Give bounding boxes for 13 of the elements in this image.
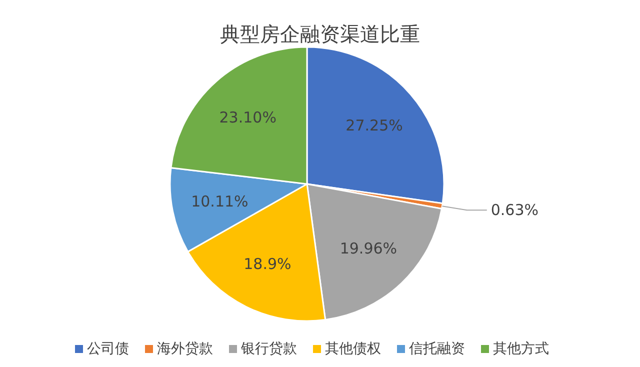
data-label: 0.63% <box>490 201 539 220</box>
legend-label: 海外贷款 <box>157 341 213 357</box>
data-label: 10.11% <box>191 192 248 211</box>
legend-label: 其他债权 <box>325 341 381 357</box>
data-label: 27.25% <box>346 116 403 135</box>
chart-title: 典型房企融资渠道比重 <box>220 22 420 46</box>
data-label: 23.10% <box>219 108 276 126</box>
data-label: 18.9% <box>244 254 292 273</box>
legend-label: 信托融资 <box>409 341 465 357</box>
legend-label: 公司债 <box>87 341 129 357</box>
legend-label: 其他方式 <box>493 341 549 357</box>
data-label: 19.96% <box>340 239 398 258</box>
legend-label: 银行贷款 <box>240 341 297 357</box>
